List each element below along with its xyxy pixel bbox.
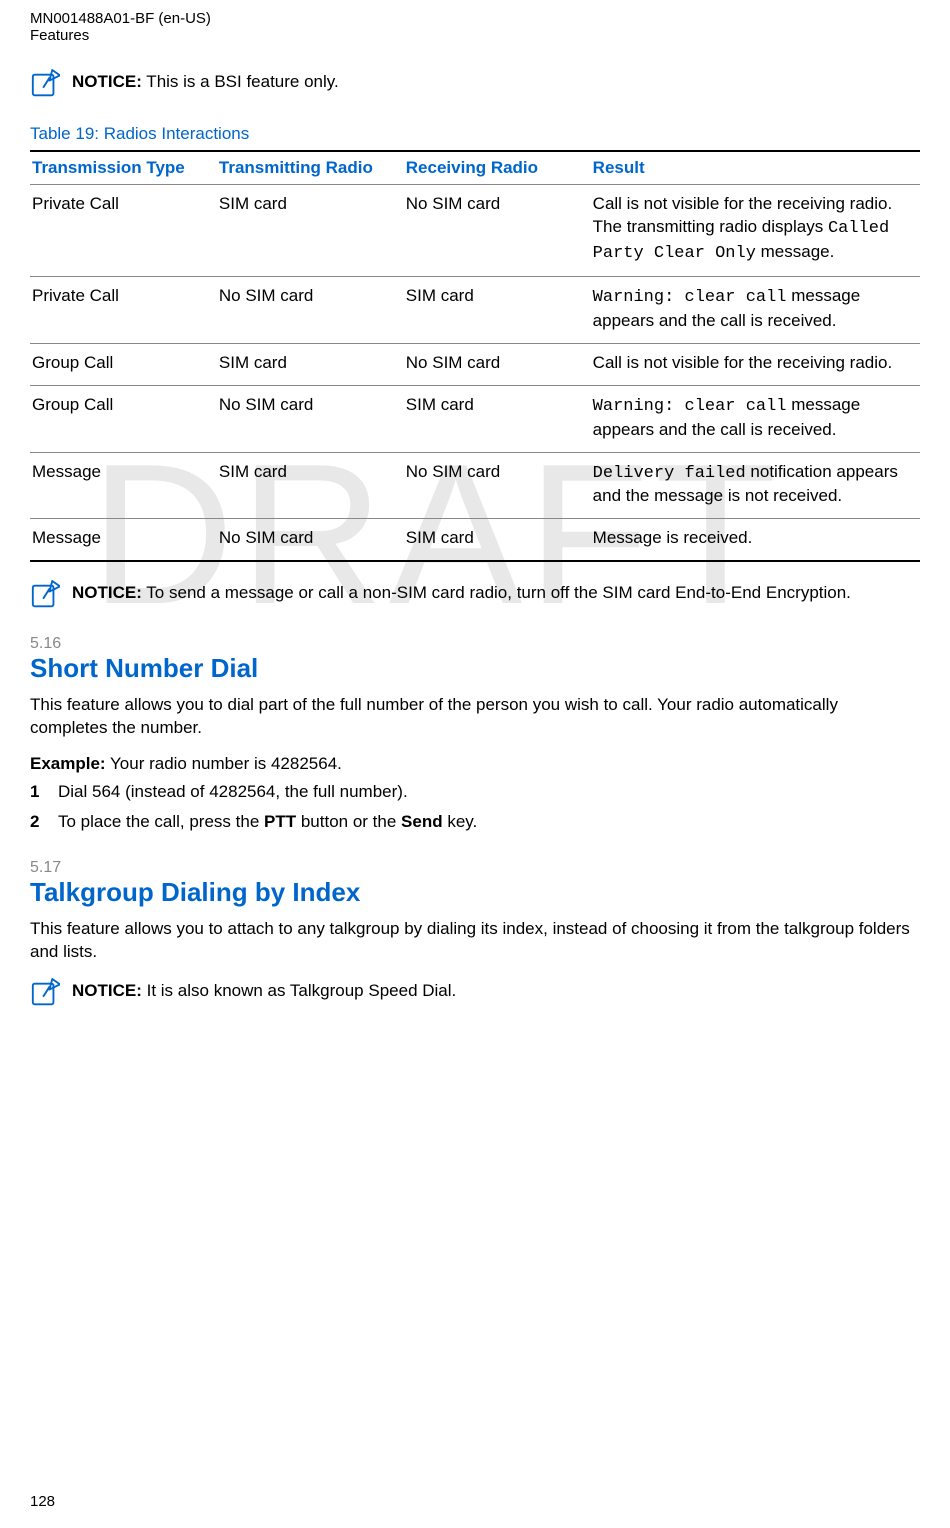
cell-receiving: No SIM card (404, 343, 591, 385)
cell-result: Call is not visible for the receiving ra… (591, 185, 920, 277)
cell-transmission: Message (30, 452, 217, 519)
cell-receiving: No SIM card (404, 452, 591, 519)
table-row: Message No SIM card SIM card Message is … (30, 519, 920, 561)
table-title: Table 19: Radios Interactions (30, 124, 920, 144)
cell-receiving: No SIM card (404, 185, 591, 277)
section-number: 5.16 (30, 635, 920, 653)
table-row: Private Call SIM card No SIM card Call i… (30, 185, 920, 277)
notice-body: It is also known as Talkgroup Speed Dial… (142, 981, 456, 1000)
section-title: Talkgroup Dialing by Index (30, 877, 920, 908)
th-result: Result (591, 151, 920, 185)
result-mono: Delivery failed (593, 464, 746, 483)
step-span: button or the (296, 812, 401, 831)
result-mono: Warning: clear call (593, 397, 787, 416)
cell-transmission: Private Call (30, 276, 217, 343)
step-number: 2 (30, 810, 46, 834)
th-transmitting-radio: Transmitting Radio (217, 151, 404, 185)
cell-transmitting: SIM card (217, 185, 404, 277)
cell-transmission: Private Call (30, 185, 217, 277)
notice-encryption: NOTICE: To send a message or call a non-… (30, 580, 920, 610)
notice-speed-dial: NOTICE: It is also known as Talkgroup Sp… (30, 978, 920, 1008)
cell-transmitting: SIM card (217, 452, 404, 519)
notice-bsi: NOTICE: This is a BSI feature only. (30, 69, 920, 99)
notice-text: NOTICE: It is also known as Talkgroup Sp… (72, 978, 456, 1003)
step-span: key. (443, 812, 478, 831)
cell-transmitting: No SIM card (217, 385, 404, 452)
notice-icon (30, 580, 60, 610)
section-para: This feature allows you to dial part of … (30, 694, 920, 740)
cell-transmitting: SIM card (217, 343, 404, 385)
step-span: To place the call, press the (58, 812, 264, 831)
cell-transmission: Group Call (30, 385, 217, 452)
cell-receiving: SIM card (404, 519, 591, 561)
cell-result: Call is not visible for the receiving ra… (591, 343, 920, 385)
cell-result: Warning: clear call message appears and … (591, 385, 920, 452)
cell-result: Warning: clear call message appears and … (591, 276, 920, 343)
th-receiving-radio: Receiving Radio (404, 151, 591, 185)
page-number: 128 (30, 1493, 55, 1510)
steps-list: 1 Dial 564 (instead of 4282564, the full… (30, 780, 920, 834)
example-label: Example: (30, 754, 106, 773)
notice-body: To send a message or call a non-SIM card… (142, 583, 851, 602)
notice-body: This is a BSI feature only. (142, 72, 339, 91)
table-row: Private Call No SIM card SIM card Warnin… (30, 276, 920, 343)
section-para: This feature allows you to attach to any… (30, 918, 920, 964)
cell-transmission: Group Call (30, 343, 217, 385)
notice-icon (30, 978, 60, 1008)
cell-transmitting: No SIM card (217, 276, 404, 343)
notice-label: NOTICE: (72, 72, 142, 91)
notice-label: NOTICE: (72, 981, 142, 1000)
cell-result: Delivery failed notification appears and… (591, 452, 920, 519)
notice-text: NOTICE: This is a BSI feature only. (72, 69, 339, 94)
example-line: Example: Your radio number is 4282564. (30, 754, 920, 774)
th-transmission-type: Transmission Type (30, 151, 217, 185)
step-item: 1 Dial 564 (instead of 4282564, the full… (30, 780, 920, 804)
cell-transmitting: No SIM card (217, 519, 404, 561)
section-number: 5.17 (30, 859, 920, 877)
step-bold: PTT (264, 812, 296, 831)
notice-label: NOTICE: (72, 583, 142, 602)
section-title: Short Number Dial (30, 653, 920, 684)
table-row: Group Call No SIM card SIM card Warning:… (30, 385, 920, 452)
step-bold: Send (401, 812, 443, 831)
result-text: message. (756, 242, 834, 261)
result-mono: Warning: clear call (593, 288, 787, 307)
example-text: Your radio number is 4282564. (106, 754, 342, 773)
radios-interactions-table: Transmission Type Transmitting Radio Rec… (30, 150, 920, 562)
notice-icon (30, 69, 60, 99)
table-row: Group Call SIM card No SIM card Call is … (30, 343, 920, 385)
doc-section: Features (30, 27, 920, 44)
cell-receiving: SIM card (404, 276, 591, 343)
step-text: To place the call, press the PTT button … (58, 810, 477, 834)
step-item: 2 To place the call, press the PTT butto… (30, 810, 920, 834)
step-text: Dial 564 (instead of 4282564, the full n… (58, 780, 408, 804)
doc-id: MN001488A01-BF (en-US) (30, 10, 920, 27)
cell-result: Message is received. (591, 519, 920, 561)
notice-text: NOTICE: To send a message or call a non-… (72, 580, 851, 605)
table-row: Message SIM card No SIM card Delivery fa… (30, 452, 920, 519)
cell-transmission: Message (30, 519, 217, 561)
cell-receiving: SIM card (404, 385, 591, 452)
step-number: 1 (30, 780, 46, 804)
